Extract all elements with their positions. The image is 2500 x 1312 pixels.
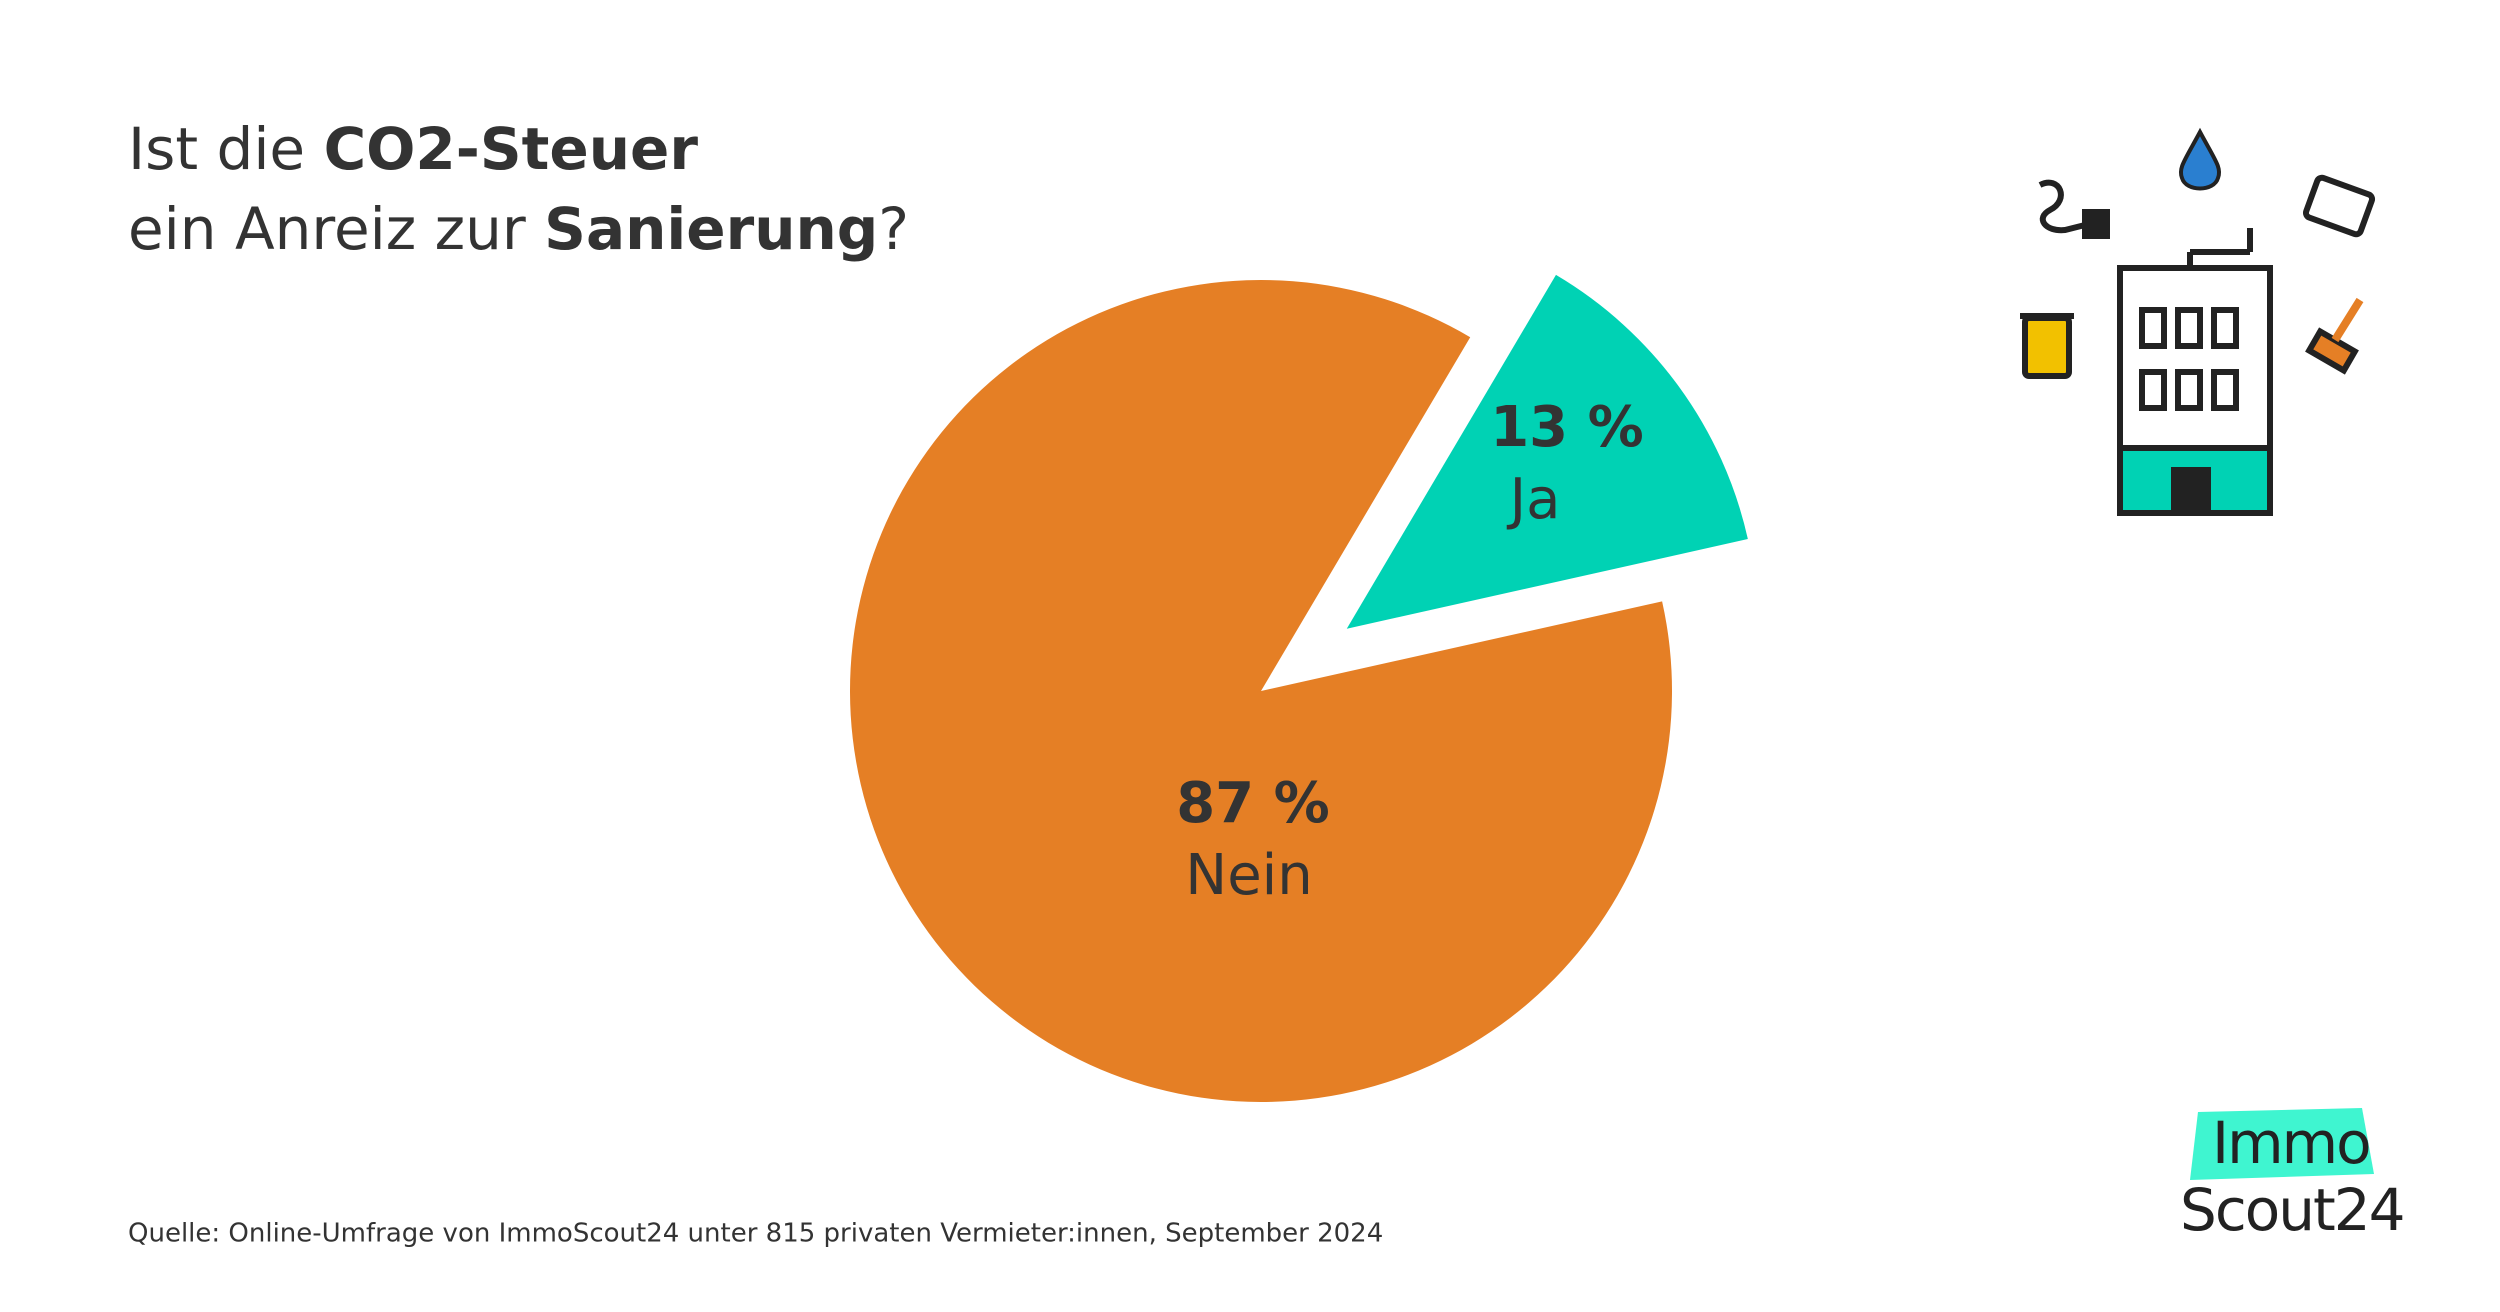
title-part: ein Anreiz zur [128,195,544,263]
logo: Immo Scout24 [2180,1108,2406,1244]
title-part: Sanierung [544,195,878,263]
title-part: CO2-Steuer [324,115,699,183]
title-part: Ist die [128,115,324,183]
pie-slice [849,279,1672,1102]
logo-text: Scout24 [2180,1176,2404,1244]
pie-slice [1346,274,1748,629]
value-label: 87 % [1176,771,1330,836]
category-label: Ja [1507,467,1561,532]
chart-title: ein Anreiz zur Sanierung? [128,195,909,263]
category-label: Nein [1185,843,1312,908]
value-label: 13 % [1490,395,1644,460]
logo-text: Immo [2212,1109,2370,1177]
source: Quelle: Online-Umfrage von ImmoScout24 u… [128,1219,1383,1249]
title-part: ? [878,195,909,263]
logo-badge [2190,1108,2374,1180]
chart-title: Ist die CO2-Steuer [128,115,698,183]
building-icon [2020,127,2376,516]
